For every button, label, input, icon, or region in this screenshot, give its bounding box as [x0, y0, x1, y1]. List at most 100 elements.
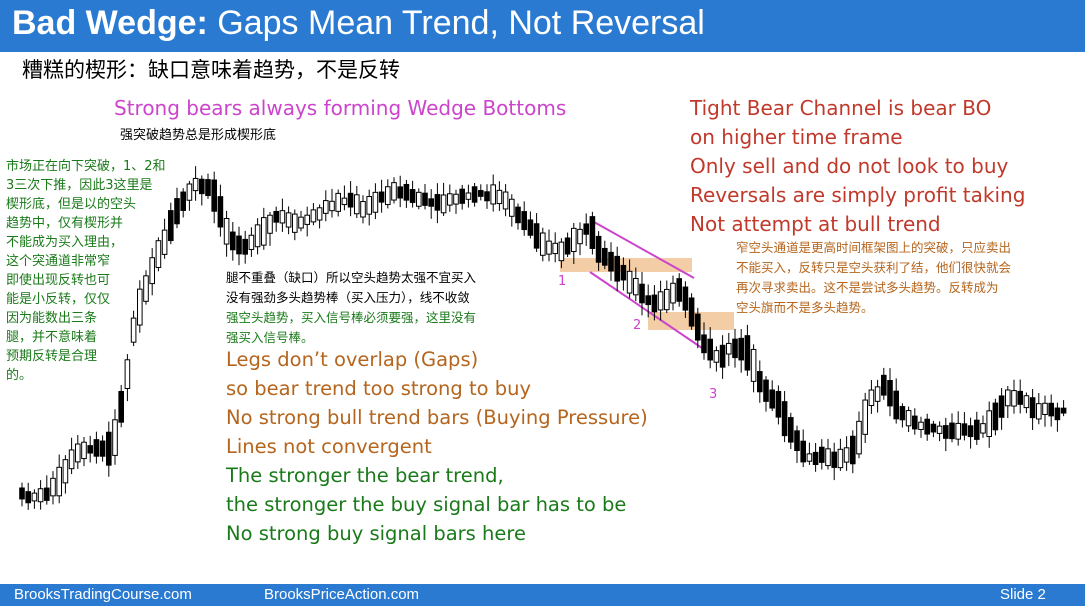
- candle: [1048, 394, 1055, 427]
- candle: [99, 435, 106, 462]
- candle: [750, 344, 757, 393]
- right-note-zh: 窄空头通道是更高时间框架图上的突破，只应卖出 不能买入，反转只是空头获利了结，他…: [736, 238, 1011, 318]
- right-note-line: Only sell and do not look to buy: [690, 154, 1009, 178]
- candle: [843, 436, 850, 471]
- candle: [527, 211, 534, 239]
- candle: [608, 242, 614, 281]
- footer-left-link[interactable]: BrooksTradingCourse.com: [14, 586, 192, 603]
- candle: [540, 227, 546, 262]
- bottom-note-line: No strong buy signal bars here: [226, 522, 526, 545]
- candle: [924, 413, 931, 441]
- candle: [199, 175, 205, 206]
- candle: [577, 222, 583, 256]
- title-bar: [0, 0, 1085, 52]
- candle: [149, 248, 155, 296]
- candle: [248, 227, 255, 257]
- bottom-note-line: so bear trend too strong to buy: [226, 377, 532, 400]
- candle: [360, 195, 366, 224]
- candle: [899, 403, 906, 428]
- candle: [701, 322, 707, 360]
- bear-channel-lines: [589, 221, 703, 349]
- candle: [1054, 402, 1061, 432]
- candle: [868, 379, 875, 414]
- candle: [571, 222, 577, 265]
- candle: [459, 184, 465, 210]
- candle: [912, 408, 918, 435]
- candle: [552, 232, 559, 263]
- candle: [37, 480, 44, 510]
- candle: [837, 438, 844, 471]
- candle: [930, 420, 937, 438]
- left-note-line: 能是小反转，仅仅: [6, 292, 111, 307]
- candle: [62, 455, 69, 494]
- candle: [775, 385, 782, 425]
- candle: [967, 417, 974, 449]
- right-note-line: on higher time frame: [690, 125, 903, 149]
- candle: [874, 379, 881, 413]
- candle: [887, 368, 893, 417]
- candle: [323, 190, 329, 222]
- candle: [509, 194, 515, 227]
- slide-title: Bad Wedge: Gaps Mean Trend, Not Reversal: [12, 4, 705, 43]
- right-note-zh-line: 窄空头通道是更高时间框架图上的突破，只应卖出: [736, 240, 1012, 255]
- candle: [682, 281, 689, 318]
- title-rest: Gaps Mean Trend, Not Reversal: [207, 4, 705, 42]
- slide-number: Slide 2: [1000, 586, 1046, 603]
- candle: [980, 415, 986, 438]
- candle: [905, 406, 912, 432]
- candle: [533, 213, 540, 252]
- candle: [465, 184, 472, 208]
- candle: [738, 328, 745, 373]
- candle: [143, 270, 149, 305]
- candle: [68, 437, 75, 475]
- left-note-line: 3三次下推，因此3这里是: [6, 178, 153, 193]
- candle: [819, 439, 825, 470]
- candle: [918, 416, 924, 438]
- candle: [397, 175, 403, 208]
- candle: [992, 398, 999, 436]
- candle: [602, 240, 608, 270]
- candle: [620, 257, 627, 291]
- candle: [168, 202, 174, 245]
- candle: [223, 210, 230, 257]
- candle: [726, 332, 732, 367]
- candle: [310, 202, 317, 226]
- left-note-line: 预期反转是合理: [6, 349, 98, 364]
- right-note-zh-line: 再次寻求卖出。这不是尝试多头趋势。反转成为: [736, 280, 999, 295]
- candle: [781, 391, 788, 443]
- candle: [812, 442, 819, 472]
- candle: [788, 412, 794, 450]
- candle: [124, 354, 131, 402]
- left-note-line: 趋势中，仅有楔形并: [6, 216, 124, 231]
- candle: [583, 213, 590, 246]
- footer-center-link[interactable]: BrooksPriceAction.com: [264, 586, 420, 603]
- left-note-line: 腿，并不意味着: [6, 330, 98, 345]
- candle: [242, 230, 248, 264]
- middle-note-line: 没有强劲多头趋势棒（买入压力），线不收敛: [226, 290, 470, 305]
- candle: [174, 187, 180, 229]
- candle: [645, 284, 652, 318]
- candle: [316, 204, 323, 229]
- candle: [25, 482, 31, 510]
- candle: [385, 179, 391, 209]
- left-note-line: 市场正在向下突破，1、2和: [6, 159, 166, 174]
- right-note-en: Tight Bear Channel is bear BO on higher …: [690, 94, 1025, 239]
- candle: [806, 442, 813, 465]
- candle: [757, 360, 763, 403]
- left-note-zh: 市场正在向下突破，1、2和 3三次下推，因此3这里是 楔形底，但是以的空头 趋势…: [6, 157, 166, 385]
- candle: [589, 211, 596, 255]
- candle: [112, 409, 118, 465]
- slide-subtitle-zh: 糟糕的楔形：缺口意味着趋势，不是反转: [22, 58, 400, 82]
- middle-note-zh: 腿不重叠（缺口）所以空头趋势太强不宜买入 没有强劲多头趋势棒（买入压力），线不收…: [226, 268, 476, 348]
- candle: [695, 307, 701, 349]
- candle: [118, 384, 125, 428]
- candle: [998, 388, 1005, 430]
- left-note-line: 因为能数出三条: [6, 311, 98, 326]
- candle: [744, 324, 751, 376]
- candle: [490, 174, 496, 212]
- candle: [211, 171, 217, 224]
- candle: [763, 376, 769, 412]
- candle: [1060, 400, 1067, 417]
- candle: [329, 188, 335, 218]
- gap-boxes: [560, 258, 734, 330]
